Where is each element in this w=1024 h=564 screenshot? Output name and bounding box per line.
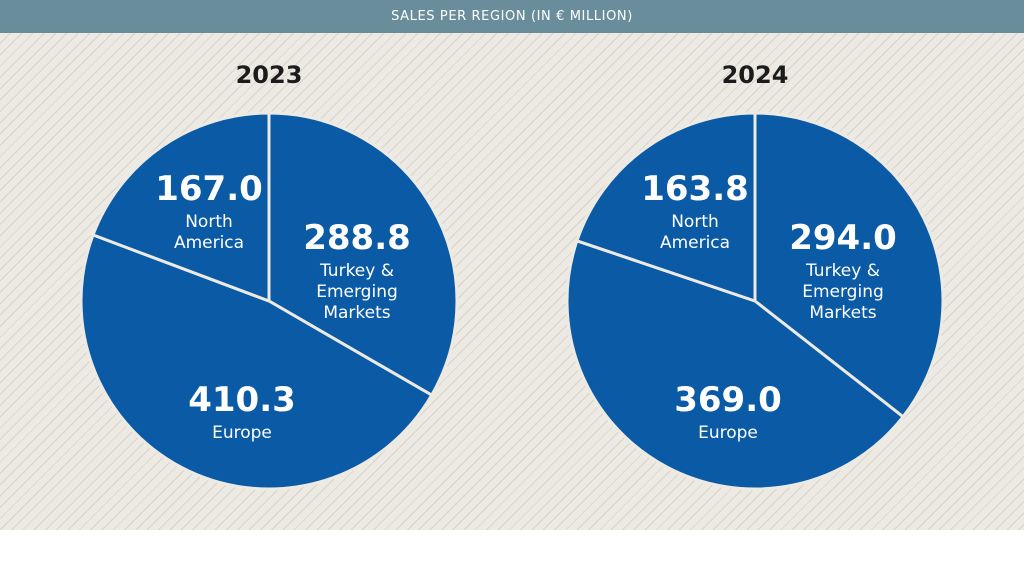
pie-slices xyxy=(79,111,459,491)
slice-label: Europe xyxy=(212,423,272,443)
slice-label: Turkey & xyxy=(805,261,880,281)
slice-value: 167.0 xyxy=(155,169,263,209)
chart-panel: 2023 288.8 Turkey & Emerging Markets 410.3 Eur… xyxy=(0,33,1024,530)
slice-label: Markets xyxy=(809,303,876,323)
slice-label: America xyxy=(174,233,244,253)
pie-slice xyxy=(91,111,271,303)
slice-label: Turkey & xyxy=(319,261,394,281)
slice-value: 288.8 xyxy=(303,218,411,258)
slice-value: 369.0 xyxy=(674,380,782,420)
slice-label: Emerging xyxy=(802,282,884,302)
slice-label: North xyxy=(185,212,233,232)
pie-slice xyxy=(267,111,459,397)
pie-slice xyxy=(79,233,434,491)
pie-slice xyxy=(753,111,945,419)
slice-value: 294.0 xyxy=(789,218,897,258)
pie-slices xyxy=(565,111,945,491)
pie-slice xyxy=(575,111,757,303)
pie-title: 2024 xyxy=(722,61,789,89)
slice-label-group: 410.3 Europe xyxy=(188,380,296,443)
chart-header-title: SALES PER REGION (IN € MILLION) xyxy=(391,9,633,24)
slice-label: North xyxy=(671,212,719,232)
slice-label: Emerging xyxy=(316,282,398,302)
slice-value: 163.8 xyxy=(641,169,749,209)
slice-label: America xyxy=(660,233,730,253)
slice-label-group: 369.0 Europe xyxy=(674,380,782,443)
slice-label: Europe xyxy=(698,423,758,443)
pie-slice xyxy=(565,239,905,491)
slice-label: Markets xyxy=(323,303,390,323)
chart-header: SALES PER REGION (IN € MILLION) xyxy=(0,0,1024,33)
pie-title: 2023 xyxy=(236,61,303,89)
slice-value: 410.3 xyxy=(188,380,296,420)
